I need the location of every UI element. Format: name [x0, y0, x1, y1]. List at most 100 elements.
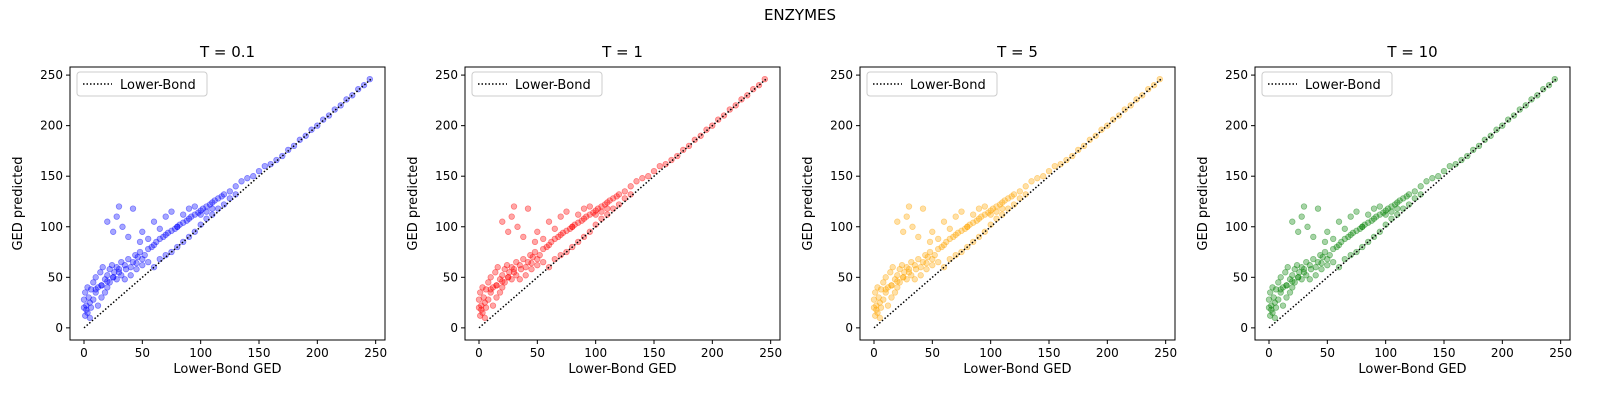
scatter-point [97, 269, 104, 276]
scatter-point [896, 279, 903, 286]
scatter-point [1330, 235, 1337, 243]
scatter-point [267, 160, 274, 168]
scatter-point [1338, 238, 1345, 246]
scatter-point [908, 272, 915, 279]
scatter-point [508, 213, 515, 220]
scatter-point [557, 231, 564, 238]
y-tick-label: 50 [443, 270, 458, 284]
scatter-point [150, 241, 158, 249]
scatter-point [1353, 208, 1360, 215]
scatter-point [510, 266, 518, 273]
scatter-point [129, 205, 137, 212]
scatter-point [136, 248, 144, 256]
scatter-point [121, 262, 128, 269]
scatter-point [874, 284, 881, 291]
scatter-point [880, 279, 887, 286]
scatter-point [919, 258, 927, 266]
scatter-point [1277, 274, 1284, 281]
scatter-point [494, 264, 501, 271]
scatter-point [145, 245, 152, 253]
scatter-point [627, 183, 634, 190]
scatter-point [1010, 191, 1018, 198]
scatter-point [501, 266, 508, 273]
scatter-point [84, 284, 91, 291]
scatter-point [900, 274, 907, 281]
scatter-point [150, 218, 158, 225]
scatter-point [118, 272, 125, 279]
scatter-point [1335, 218, 1343, 225]
scatter-point [1296, 269, 1303, 276]
x-tick-label: 0 [1265, 346, 1273, 360]
y-tick-label: 0 [845, 321, 853, 335]
scatter-point [761, 75, 768, 83]
scatter-point [952, 213, 959, 220]
scatter-point [499, 272, 506, 279]
scatter-point [496, 289, 504, 296]
scatter-point [938, 243, 945, 251]
scatter-point [133, 260, 140, 267]
scatter-point [1028, 178, 1035, 185]
scatter-point [1295, 274, 1302, 281]
scatter-point [148, 243, 155, 251]
scatter-point [104, 272, 111, 279]
scatter-point [645, 173, 652, 180]
scatter-point [656, 162, 663, 170]
scatter-point [493, 294, 500, 301]
scatter-point [590, 209, 597, 216]
scatter-point [513, 272, 520, 279]
scatter-point [141, 251, 148, 259]
scatter-point [569, 223, 576, 230]
scatter-point [1347, 251, 1354, 259]
scatter-point [1452, 160, 1459, 168]
scatter-point [104, 284, 111, 291]
scatter-point [160, 233, 167, 241]
scatter-point [1318, 260, 1325, 267]
scatter-point [119, 223, 126, 230]
scatter-point [1298, 213, 1305, 220]
scatter-point [926, 248, 934, 256]
x-axis-label: Lower-Bond GED [1358, 362, 1466, 377]
legend-box [471, 71, 603, 97]
scatter-point [1265, 296, 1273, 303]
scatter-point [527, 251, 534, 259]
scatter-point [1291, 266, 1298, 273]
scatter-point [180, 219, 187, 226]
scatter-point [621, 195, 628, 202]
scatter-point [1279, 284, 1287, 291]
scatter-point [943, 238, 950, 246]
scatter-point [197, 207, 204, 214]
scatter-point [575, 219, 582, 226]
scatter-point [1267, 312, 1274, 319]
scatter-point [534, 228, 541, 235]
scatter-point [493, 282, 500, 289]
scatter-point [929, 255, 936, 263]
scatter-point [129, 258, 137, 266]
scatter-point [935, 235, 942, 243]
x-tick-label: 150 [643, 346, 666, 360]
scatter-point [922, 251, 929, 259]
scatter-point [903, 264, 910, 271]
scatter-point [101, 276, 109, 283]
scatter-point [531, 248, 539, 256]
scatter-point [950, 233, 957, 241]
scatter-point [118, 258, 125, 266]
scatter-point [1341, 235, 1348, 243]
scatter-point [145, 258, 152, 266]
scatter-point [1394, 199, 1401, 206]
scatter-point [1286, 289, 1294, 296]
scatter-point [1349, 229, 1357, 236]
scatter-point [86, 299, 93, 306]
scatter-point [880, 296, 887, 303]
scatter-point [505, 228, 512, 235]
scatter-point [540, 245, 547, 253]
legend-label: Lower-Bond [1305, 78, 1381, 93]
scatter-point [220, 201, 228, 208]
scatter-point [1005, 195, 1012, 202]
scatter-point [250, 173, 257, 180]
scatter-point [604, 199, 611, 206]
scatter-point [1277, 289, 1284, 296]
scatter-point [185, 205, 193, 212]
scatter-point [1306, 276, 1313, 283]
scatter-point [520, 233, 527, 241]
scatter-point [1370, 205, 1378, 212]
